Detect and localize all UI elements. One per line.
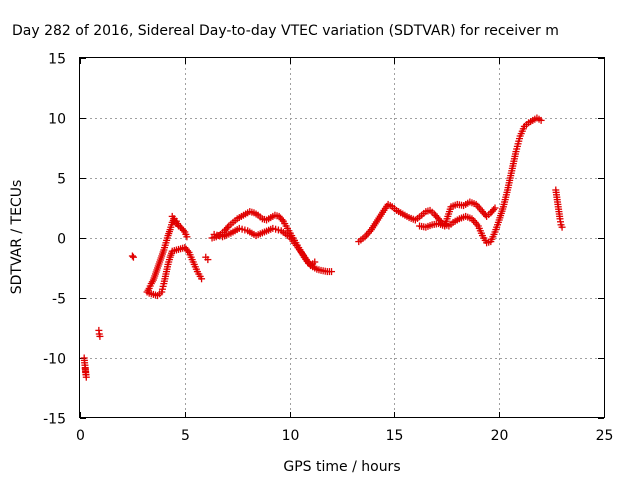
data-point (537, 116, 545, 124)
data-point (328, 268, 336, 276)
data-point (81, 365, 89, 373)
y-tick-label: -5 (52, 292, 66, 308)
data-point (204, 256, 212, 264)
data-point (96, 332, 104, 340)
data-point (558, 223, 566, 231)
data-point (179, 226, 187, 234)
data-point (311, 258, 319, 266)
data-point (184, 247, 192, 255)
y-tick-label: -15 (43, 412, 66, 428)
data-point (278, 216, 286, 224)
x-tick-label: 10 (282, 428, 300, 444)
y-axis-label: SDTVAR / TECUs (9, 180, 25, 295)
x-axis-label: GPS time / hours (283, 459, 400, 475)
grid (80, 58, 604, 418)
y-tick-label: -10 (43, 352, 66, 368)
data-point (490, 206, 498, 214)
x-tick-label: 0 (76, 428, 85, 444)
axis-ticks: 0 5 10 15 20 25 -15 -10 -5 0 5 10 15 (43, 52, 613, 445)
data-point (223, 224, 231, 232)
data-point (198, 275, 206, 283)
chart-title: Day 282 of 2016, Sidereal Day-to-day VTE… (12, 23, 559, 39)
y-tick-label: 15 (48, 52, 66, 68)
data-point (183, 233, 191, 241)
x-tick-label: 15 (386, 428, 404, 444)
y-tick-label: 10 (48, 112, 66, 128)
y-tick-label: 5 (57, 172, 66, 188)
x-tick-label: 25 (596, 428, 614, 444)
y-tick-label: 0 (57, 232, 66, 248)
data-point (129, 253, 137, 261)
data-point (491, 204, 499, 212)
x-tick-label: 5 (181, 428, 190, 444)
x-tick-label: 20 (491, 428, 509, 444)
data-points (80, 114, 566, 381)
data-point (128, 252, 136, 260)
plot-frame (79, 57, 605, 418)
